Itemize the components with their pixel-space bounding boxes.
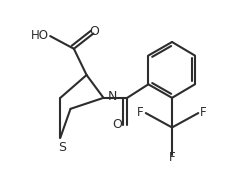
Text: N: N — [107, 90, 117, 103]
Text: S: S — [58, 141, 66, 154]
Text: F: F — [168, 150, 175, 164]
Text: O: O — [89, 25, 99, 38]
Text: F: F — [200, 106, 206, 119]
Text: F: F — [136, 106, 143, 119]
Text: HO: HO — [31, 29, 49, 42]
Text: O: O — [112, 118, 122, 131]
